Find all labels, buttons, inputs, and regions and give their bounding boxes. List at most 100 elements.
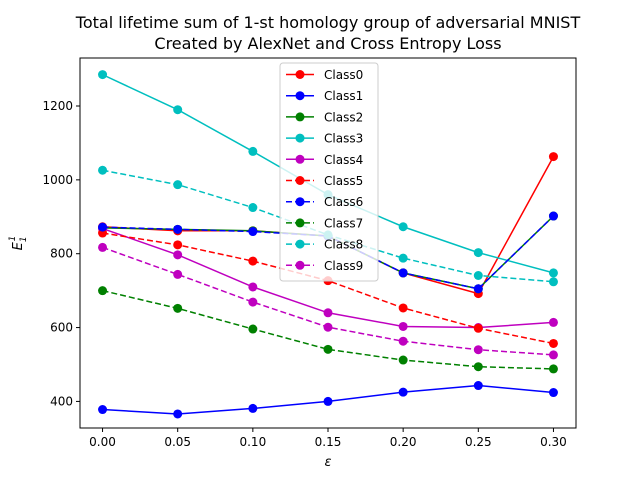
x-tick-label: 0.00 <box>89 435 116 449</box>
data-point-class3 <box>98 70 108 80</box>
data-point-class6 <box>548 211 558 221</box>
legend-label: Class3 <box>324 132 363 146</box>
data-point-class1 <box>248 403 258 413</box>
legend-label: Class1 <box>324 89 363 103</box>
legend-label: Class8 <box>324 238 363 252</box>
data-point-class3 <box>248 146 258 156</box>
data-point-class5 <box>548 338 558 348</box>
y-axis: 400 600 800 1000 1200 <box>42 99 80 408</box>
data-point-class4 <box>248 282 258 292</box>
legend-marker <box>295 197 305 207</box>
y-tick-label: 1000 <box>42 173 73 187</box>
legend-marker <box>295 176 305 185</box>
data-point-class1 <box>473 381 483 391</box>
data-point-class9 <box>398 336 408 346</box>
data-point-class9 <box>173 269 183 279</box>
legend-label: Class5 <box>324 174 363 188</box>
x-axis-label: ε <box>324 455 331 470</box>
data-point-class9 <box>473 345 483 355</box>
x-tick-label: 0.20 <box>390 435 417 449</box>
legend-item-class7: Class7 <box>286 216 363 230</box>
data-point-class8 <box>98 165 108 175</box>
y-axis-label-subscript: 1 <box>19 236 29 242</box>
data-point-class7 <box>548 364 558 374</box>
legend-label: Class4 <box>324 153 363 167</box>
data-point-class3 <box>473 248 483 258</box>
legend-marker <box>295 112 305 122</box>
data-point-class5 <box>173 240 183 250</box>
y-tick-label: 800 <box>50 247 73 261</box>
data-point-class8 <box>248 203 258 213</box>
legend-marker <box>295 133 305 143</box>
x-axis: 0.00 0.05 0.10 0.15 0.20 0.25 0.30 <box>89 428 567 449</box>
x-tick-label: 0.30 <box>540 435 567 449</box>
data-point-class4 <box>548 317 558 327</box>
legend-marker <box>295 70 305 79</box>
chart-title: Total lifetime sum of 1-st homology grou… <box>75 13 581 32</box>
legend-item-class1: Class1 <box>286 89 363 103</box>
legend-item-class3: Class3 <box>286 132 363 146</box>
y-tick-label: 1200 <box>42 99 73 113</box>
data-point-class5 <box>248 256 258 266</box>
data-point-class0 <box>548 152 558 162</box>
legend-item-class9: Class9 <box>286 259 363 273</box>
data-point-class6 <box>473 284 483 294</box>
data-point-class7 <box>473 362 483 372</box>
x-tick-label: 0.10 <box>239 435 266 449</box>
data-point-class1 <box>548 388 558 398</box>
y-axis-label-main: E <box>11 241 26 250</box>
legend-label: Class9 <box>324 259 363 273</box>
data-point-class9 <box>323 322 333 332</box>
data-point-class8 <box>473 270 483 280</box>
series-class9 <box>98 242 558 360</box>
data-point-class6 <box>398 268 408 278</box>
data-point-class3 <box>173 105 183 115</box>
legend: Class0 Class1 Class2 Class3 Class4 Class5 Clas… <box>279 62 379 282</box>
data-point-class7 <box>398 355 408 365</box>
data-point-class9 <box>248 297 258 307</box>
legend-marker <box>295 154 305 164</box>
legend-label: Class0 <box>324 68 363 82</box>
y-axis-label-superscript: 1 <box>8 236 18 242</box>
legend-marker <box>295 239 305 249</box>
data-point-class7 <box>173 303 183 313</box>
series-class7 <box>98 286 558 374</box>
legend-item-class6: Class6 <box>286 195 363 209</box>
data-point-class1 <box>173 409 183 419</box>
legend-item-class2: Class2 <box>286 110 363 124</box>
legend-item-class8: Class8 <box>286 238 363 252</box>
legend-label: Class6 <box>324 195 363 209</box>
legend-item-class0: Class0 <box>286 68 363 82</box>
legend-marker <box>295 91 305 101</box>
data-point-class8 <box>398 253 408 263</box>
legend-item-class5: Class5 <box>286 174 363 188</box>
data-point-class3 <box>398 222 408 232</box>
y-tick-label: 600 <box>50 321 73 335</box>
data-point-class7 <box>248 324 258 334</box>
data-point-class8 <box>548 277 558 287</box>
data-point-class7 <box>323 344 333 354</box>
data-point-class1 <box>98 405 108 415</box>
data-point-class6 <box>98 222 108 232</box>
data-point-class1 <box>398 387 408 397</box>
legend-label: Class7 <box>324 216 363 230</box>
data-point-class7 <box>98 286 108 296</box>
legend-label: Class2 <box>324 110 363 124</box>
series-class1 <box>98 381 558 419</box>
x-tick-label: 0.25 <box>465 435 492 449</box>
legend-marker <box>295 260 305 270</box>
chart-subtitle: Created by AlexNet and Cross Entropy Los… <box>154 34 501 53</box>
data-point-class5 <box>398 303 408 313</box>
data-point-class8 <box>173 180 183 190</box>
y-axis-label: E11 <box>8 236 29 251</box>
data-point-class4 <box>398 321 408 331</box>
legend-item-class4: Class4 <box>286 153 363 167</box>
data-point-class6 <box>248 227 258 237</box>
data-point-class5 <box>473 323 483 333</box>
plot-lines <box>98 70 558 419</box>
data-point-class3 <box>548 268 558 278</box>
x-tick-label: 0.05 <box>164 435 191 449</box>
legend-marker <box>295 218 305 228</box>
x-tick-label: 0.15 <box>315 435 342 449</box>
